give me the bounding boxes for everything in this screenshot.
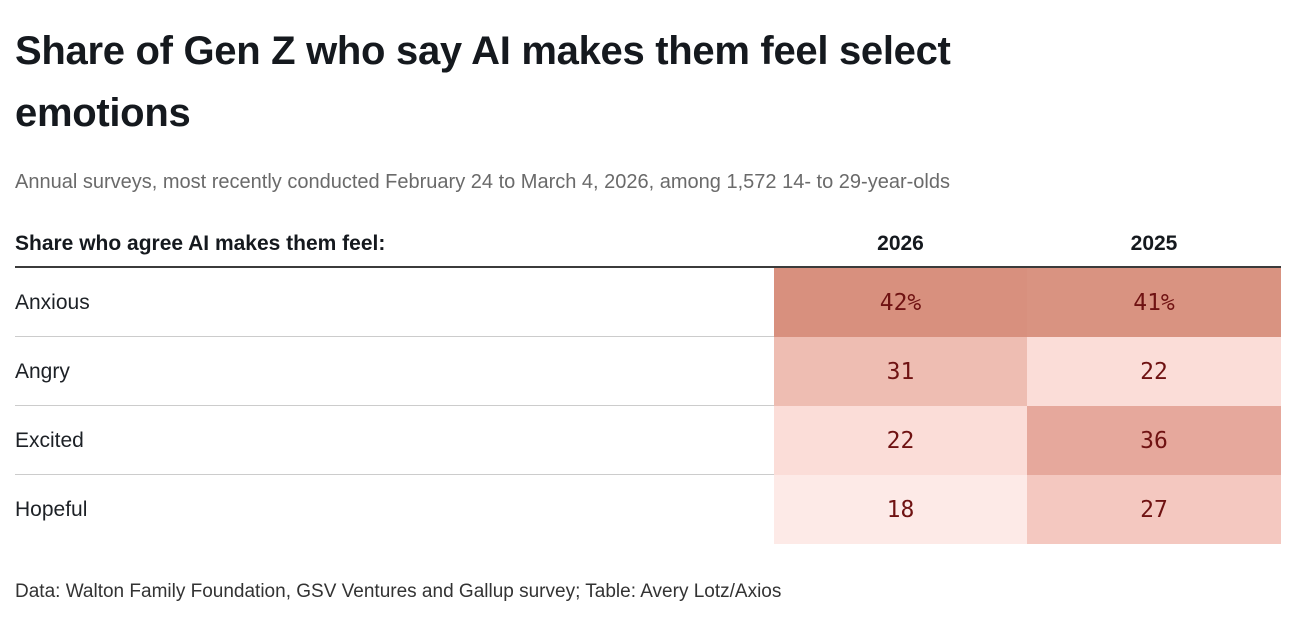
table-row-angry: Angry 31 22 bbox=[15, 337, 1281, 406]
column-header-2025: 2025 bbox=[1130, 232, 1178, 255]
source-credit: Data: Walton Family Foundation, GSV Vent… bbox=[15, 581, 782, 602]
row-label: Hopeful bbox=[15, 497, 88, 521]
value-cell-2026: 22 bbox=[774, 406, 1027, 475]
table-row-excited: Excited 22 36 bbox=[15, 406, 1281, 475]
value-cell-2025: 22 bbox=[1027, 337, 1281, 406]
table-header-row: Share who agree AI makes them feel: 2026… bbox=[15, 222, 1281, 268]
value-cell-2026: 31 bbox=[774, 337, 1027, 406]
emotions-heatmap-table: Share who agree AI makes them feel: 2026… bbox=[15, 222, 1281, 544]
row-label: Excited bbox=[15, 428, 84, 452]
table-corner-label: Share who agree AI makes them feel: bbox=[15, 232, 386, 255]
page-subtitle: Annual surveys, most recently conducted … bbox=[15, 171, 950, 193]
table-row-hopeful: Hopeful 18 27 bbox=[15, 475, 1281, 544]
row-label: Angry bbox=[15, 359, 70, 383]
table-row-anxious: Anxious 42% 41% bbox=[15, 268, 1281, 337]
value-cell-2025: 36 bbox=[1027, 406, 1281, 475]
axios-table-card: Share of Gen Z who say AI makes them fee… bbox=[15, 29, 1281, 602]
value-cell-2025: 41% bbox=[1027, 268, 1281, 337]
value-cell-2026: 42% bbox=[774, 268, 1027, 337]
row-label: Anxious bbox=[15, 290, 90, 314]
column-header-2026: 2026 bbox=[877, 232, 924, 255]
value-cell-2025: 27 bbox=[1027, 475, 1281, 544]
page-title: Share of Gen Z who say AI makes them fee… bbox=[15, 29, 951, 135]
value-cell-2026: 18 bbox=[774, 475, 1027, 544]
